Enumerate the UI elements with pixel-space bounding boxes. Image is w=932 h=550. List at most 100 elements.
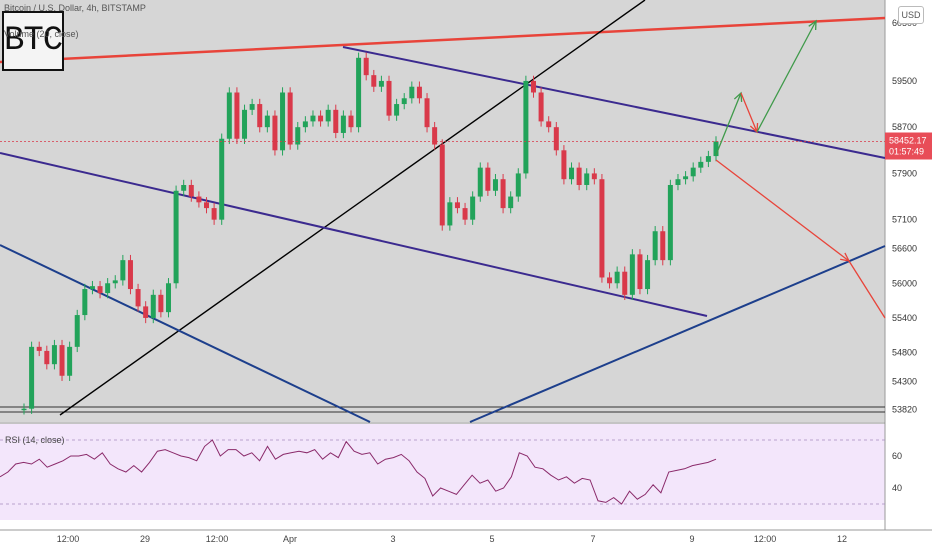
price-axis-bg [885,0,932,550]
candle-body [272,115,278,151]
y-tick-label: 54800 [892,348,917,358]
candle-body [454,202,460,209]
candle-body [318,115,324,122]
candle-body [74,315,80,347]
rsi-pane-bg [0,424,885,520]
y-tick-label: 57900 [892,168,917,178]
red-arrow-continuation [848,260,886,319]
candle-body [363,57,369,76]
rsi-tick-label: 60 [892,451,902,461]
red-resistance-line [0,16,886,64]
candle-body [348,115,354,128]
candle-body [21,408,27,411]
rsi-line [0,439,717,505]
candle-body [652,231,658,261]
y-tick-label: 59500 [892,76,917,86]
x-tick-label: 12:00 [57,534,80,544]
candle-body [295,127,301,145]
x-tick-label: 12:00 [754,534,777,544]
candle-body [333,109,339,133]
candle-body [432,127,438,145]
rsi-tick-label: 40 [892,483,902,493]
currency-badge[interactable]: USD [898,6,924,24]
indicator-label: Volume (20, close) [4,29,79,39]
candle-body [89,286,95,290]
candle-body [242,109,248,139]
candle-body [607,277,613,284]
candle-body [340,115,346,133]
candle-body [127,260,133,290]
blue-descending-line [0,244,371,423]
candle-body [546,121,552,128]
y-tick-label: 58700 [892,122,917,132]
candle-body [234,92,240,139]
green-arrow-up [715,92,742,156]
candle-body [713,141,719,157]
countdown-value: 01:57:49 [889,147,924,157]
candle-body [112,280,118,284]
candle-body [424,98,430,128]
y-tick-label: 54300 [892,377,917,387]
candle-body [325,109,331,122]
candle-body [120,260,126,281]
candle-body [561,150,567,180]
candle-body [67,346,73,376]
candle-body [462,208,468,220]
blue-ascending-line [469,245,886,423]
candle-body [280,92,286,151]
candle-body [409,86,415,99]
candle-body [470,196,476,220]
purple-channel-bottom [0,152,708,317]
x-tick-label: 7 [590,534,595,544]
x-tick-label: 29 [140,534,150,544]
candle-body [675,179,681,185]
candle-body [705,156,711,162]
x-tick-label: 12 [837,534,847,544]
black-trend-line [59,0,646,416]
rsi-label: RSI (14, close) [5,435,65,445]
candle-body [492,179,498,191]
candle-body [667,184,673,261]
x-tick-label: Apr [283,534,297,544]
candle-body [645,260,651,290]
candle-body [394,104,400,116]
candle-body [219,138,225,220]
candle-body [302,121,308,128]
candle-body [538,92,544,122]
candle-body [637,254,643,290]
candle-body [515,173,521,197]
candle-body [82,289,88,316]
candle-body [530,80,536,93]
candle-body [264,115,270,128]
candle-body [310,115,316,122]
candle-body [196,196,202,203]
last-price-tag [885,132,932,160]
candle-body [416,86,422,99]
candle-body [683,176,689,180]
candle-body [629,254,635,295]
candle-body [135,289,141,307]
x-tick-label: 3 [390,534,395,544]
candle-body [97,286,103,294]
candle-body [158,294,164,313]
candle-body [356,57,362,128]
y-tick-label: 57100 [892,215,917,225]
candle-body [584,173,590,185]
candle-body [150,294,156,318]
candle-body [378,80,384,87]
candle-body [477,167,483,197]
x-tick-label: 12:00 [206,534,229,544]
candle-body [569,167,575,180]
candle-body [439,144,445,226]
candle-body [523,80,529,174]
candle-body [698,161,704,168]
green-arrow-target-head [808,19,817,31]
candle-body [105,283,111,294]
red-arrow-pullback [740,92,758,133]
candle-body [614,271,620,284]
green-arrow-target [756,20,817,133]
candle-body [401,98,407,105]
candle-body [204,202,210,209]
candle-body [485,167,491,191]
